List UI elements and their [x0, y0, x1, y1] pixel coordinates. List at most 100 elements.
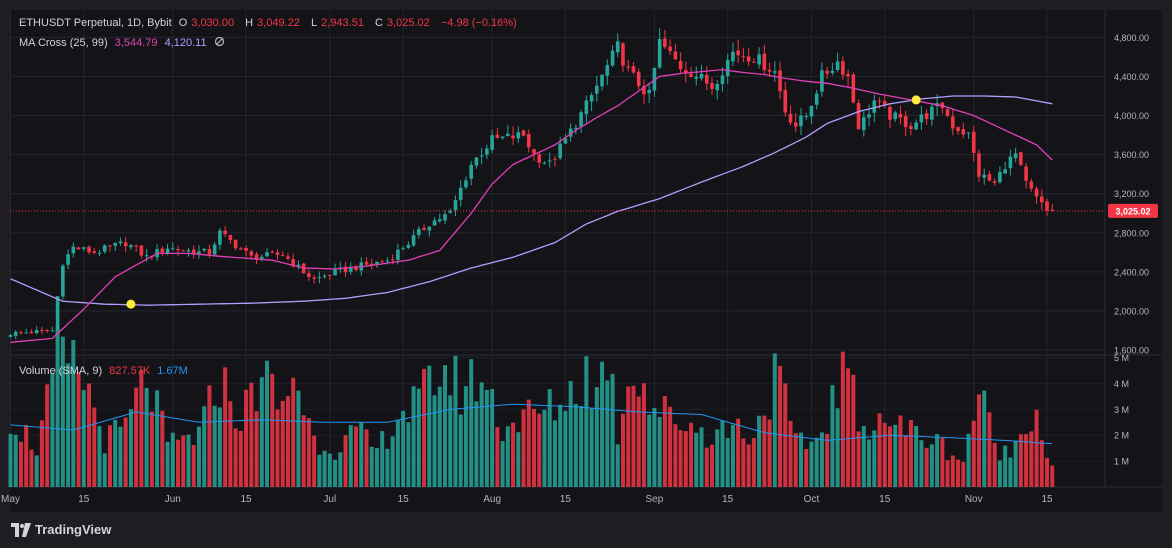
candle-body — [820, 70, 824, 92]
candle-body — [197, 251, 201, 254]
volume-bar — [107, 425, 112, 487]
branding-text: TradingView — [35, 522, 112, 537]
candle-body — [1050, 209, 1055, 211]
candle-body — [600, 74, 604, 87]
candle-body — [385, 260, 390, 262]
volume-bar — [600, 361, 605, 487]
volume-bar — [66, 363, 71, 487]
price-axis[interactable]: 4,800.00 4,400.00 4,000.00 3,600.00 3,200.00… — [1114, 33, 1149, 356]
candle-body — [24, 332, 29, 334]
candle-body — [903, 116, 908, 128]
volume-bar — [149, 411, 154, 487]
candle-body — [699, 73, 704, 79]
symbol-legend[interactable]: ETHUSDT Perpetual, 1D, Bybit O 3,030.00 H… — [19, 17, 521, 29]
candle-body — [893, 112, 898, 120]
candle-body — [835, 61, 840, 70]
candle-body — [584, 100, 589, 115]
volume-bar — [641, 383, 646, 487]
candle-body — [458, 187, 463, 200]
volume-legend[interactable]: Volume (SMA, 9) 827.57K 1.67M — [19, 365, 192, 377]
candle-body — [354, 266, 358, 271]
volume-bar — [971, 420, 976, 487]
candle-body — [846, 73, 850, 77]
time-axis[interactable]: May 15 Jun 15 Jul 15 Aug 15 Sep 15 Oct 15 Nov 15 — [1, 494, 1053, 505]
ma-indicator-name[interactable]: MA Cross (25, 99) — [19, 36, 108, 49]
volume-bar — [238, 430, 243, 487]
candle-body — [500, 136, 505, 139]
volume-bar — [626, 386, 631, 487]
volume-bar — [55, 327, 60, 487]
time-tick-label: 15 — [1041, 494, 1053, 505]
candle-body — [92, 251, 97, 253]
high-value: 3,049.22 — [257, 17, 300, 29]
high-label: H — [245, 17, 254, 29]
candle-body — [511, 135, 515, 139]
candle-body — [176, 249, 180, 251]
candle-body — [76, 247, 81, 250]
low-label: L — [311, 17, 318, 29]
candle-body — [123, 242, 128, 247]
volume-bar — [87, 383, 92, 487]
volume-bar — [196, 426, 201, 487]
price-candles — [8, 28, 1055, 340]
ma-cross-marker — [911, 95, 921, 105]
candle-body — [773, 71, 777, 73]
candle-body — [443, 214, 447, 221]
volume-bar — [940, 438, 945, 487]
symbol-title[interactable]: ETHUSDT Perpetual, 1D, Bybit — [19, 17, 172, 29]
volume-bar — [673, 424, 678, 487]
time-tick-label: May — [1, 494, 20, 505]
ma-fast-line — [10, 68, 1053, 343]
candle-body — [945, 109, 950, 116]
volume-bar — [18, 441, 23, 487]
volume-bar — [835, 408, 840, 487]
candle-body — [186, 250, 191, 252]
volume-indicator-name[interactable]: Volume (SMA, 9) — [19, 365, 103, 377]
candle-body — [882, 101, 887, 106]
volume-bar — [495, 427, 500, 487]
volume-bar — [804, 449, 809, 487]
volume-bar — [725, 438, 730, 487]
candle-body — [66, 254, 70, 265]
candle-body — [490, 135, 494, 150]
volume-bar — [338, 452, 343, 487]
volume-tick-label: 3 M — [1114, 405, 1129, 415]
candle-body — [778, 70, 782, 92]
candle-body — [814, 93, 819, 105]
volume-bar — [636, 396, 641, 487]
volume-bar — [825, 433, 830, 487]
candle-body — [804, 116, 809, 118]
volume-sma-value: 1.67M — [157, 365, 188, 377]
candle-body — [663, 38, 667, 47]
eye-off-icon[interactable] — [214, 36, 225, 50]
volume-bar — [558, 404, 563, 487]
volume-bar — [715, 429, 720, 487]
volume-bar — [982, 390, 987, 487]
candle-body — [579, 112, 583, 127]
candle-body — [181, 250, 186, 252]
candle-body — [652, 67, 657, 91]
volume-bar — [736, 418, 741, 487]
candle-body — [348, 266, 353, 272]
candle-body — [202, 248, 206, 251]
price-tick-label: 2,400.00 — [1114, 267, 1149, 277]
volume-bar — [772, 353, 777, 487]
volume-bar — [846, 368, 851, 487]
candle-body — [1029, 181, 1034, 189]
time-tick-label: Jun — [165, 494, 181, 505]
time-tick-label: 15 — [78, 494, 90, 505]
volume-bar — [448, 395, 453, 487]
tradingview-branding[interactable]: TradingView — [11, 522, 111, 537]
ma-legend[interactable]: MA Cross (25, 99) 3,544.79 4,120.11 — [19, 36, 229, 50]
volume-bar — [212, 405, 217, 487]
candle-body — [275, 252, 280, 255]
volume-bar — [594, 387, 599, 487]
price-tick-label: 4,800.00 — [1114, 33, 1149, 43]
candle-body — [34, 329, 39, 334]
volume-bar — [275, 409, 280, 487]
volume-bar — [809, 441, 814, 487]
candle-body — [212, 244, 217, 255]
volume-bar — [29, 449, 34, 487]
volume-axis[interactable]: 5 M 4 M 3 M 2 M 1 M — [1114, 353, 1129, 467]
